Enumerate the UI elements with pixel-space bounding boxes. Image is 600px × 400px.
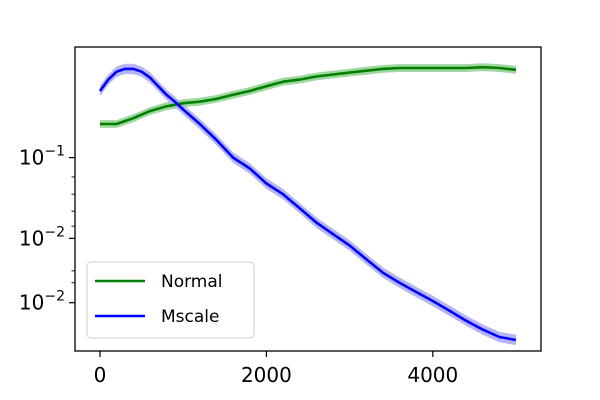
x-tick-label-2000: 2000 [241,363,292,387]
y-tick-label-1: 10−2 [19,224,65,250]
confidence-bands [100,63,516,346]
x-tick-label-0: 0 [94,363,107,387]
series-lines [98,65,517,342]
legend: Normal Mscale [86,261,255,339]
plot-area-frame [74,46,542,352]
x-axis: 0 2000 4000 [94,351,458,387]
x-tick-label-4000: 4000 [407,363,458,387]
line-normal [100,65,517,126]
y-tick-label-0: 10−1 [19,144,65,170]
y-axis: 10−1 10−2 10−2 [19,144,75,315]
y-tick-label-2: 10−2 [19,289,65,315]
legend-label-normal: Normal [161,272,223,292]
line-mscale [98,67,517,342]
legend-label-mscale: Mscale [161,307,219,327]
band-normal [100,63,516,128]
